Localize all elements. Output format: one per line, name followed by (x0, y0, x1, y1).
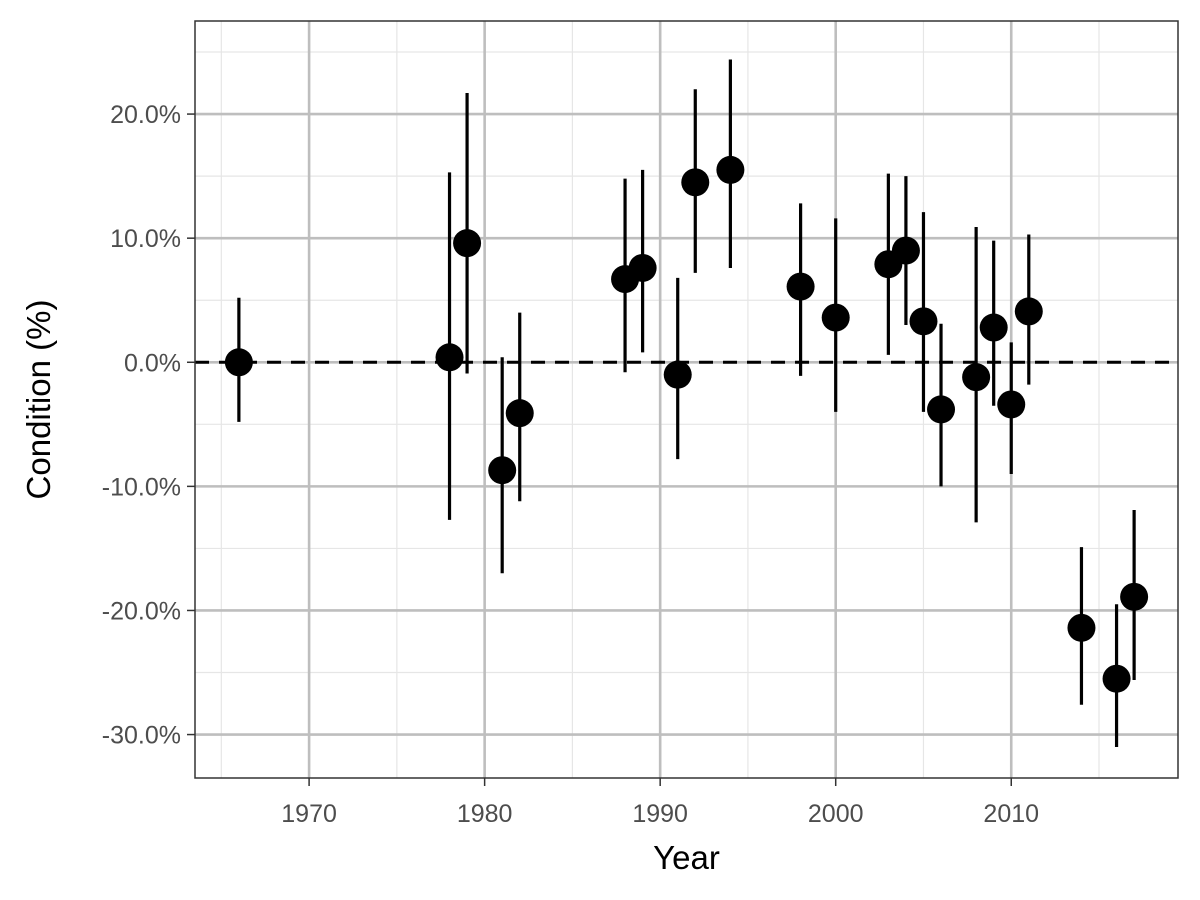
data-point (1067, 613, 1096, 642)
data-point (821, 303, 850, 332)
data-point (453, 229, 482, 258)
data-point (962, 363, 991, 392)
data-point (435, 343, 464, 372)
panel-border (194, 20, 1179, 779)
data-point (909, 307, 938, 336)
x-tick-label: 2010 (983, 800, 1039, 828)
y-tick-label: 20.0% (110, 101, 181, 129)
y-axis: -30.0% -20.0% -10.0% 0.0% 10.0% 20.0% (102, 101, 195, 750)
data-point (997, 390, 1026, 419)
data-points (224, 155, 1149, 693)
x-tick-label: 1970 (281, 800, 337, 828)
data-point (927, 395, 956, 424)
data-point (224, 348, 253, 377)
x-axis-title: Year (653, 839, 720, 876)
x-tick-label: 1980 (457, 800, 513, 828)
y-tick-label: 10.0% (110, 225, 181, 253)
major-gridlines (195, 21, 1178, 778)
data-point (1014, 297, 1043, 326)
x-tick-label: 1990 (632, 800, 688, 828)
data-point (681, 168, 710, 197)
data-point (663, 360, 692, 389)
minor-gridlines (195, 21, 1178, 778)
data-point (1102, 664, 1131, 693)
data-point (716, 155, 745, 184)
y-tick-label: 0.0% (124, 349, 181, 377)
data-point (891, 236, 920, 265)
y-axis-title: Condition (%) (20, 300, 57, 500)
x-axis: 1970 1980 1990 2000 2010 (281, 778, 1039, 828)
y-tick-label: -20.0% (102, 597, 181, 625)
data-point (488, 456, 517, 485)
data-point (979, 313, 1008, 342)
data-point (505, 399, 534, 428)
x-tick-label: 2000 (808, 800, 864, 828)
data-point (1120, 582, 1149, 611)
y-tick-label: -30.0% (102, 722, 181, 750)
data-point (786, 272, 815, 301)
data-point (628, 253, 657, 282)
y-tick-label: -10.0% (102, 473, 181, 501)
